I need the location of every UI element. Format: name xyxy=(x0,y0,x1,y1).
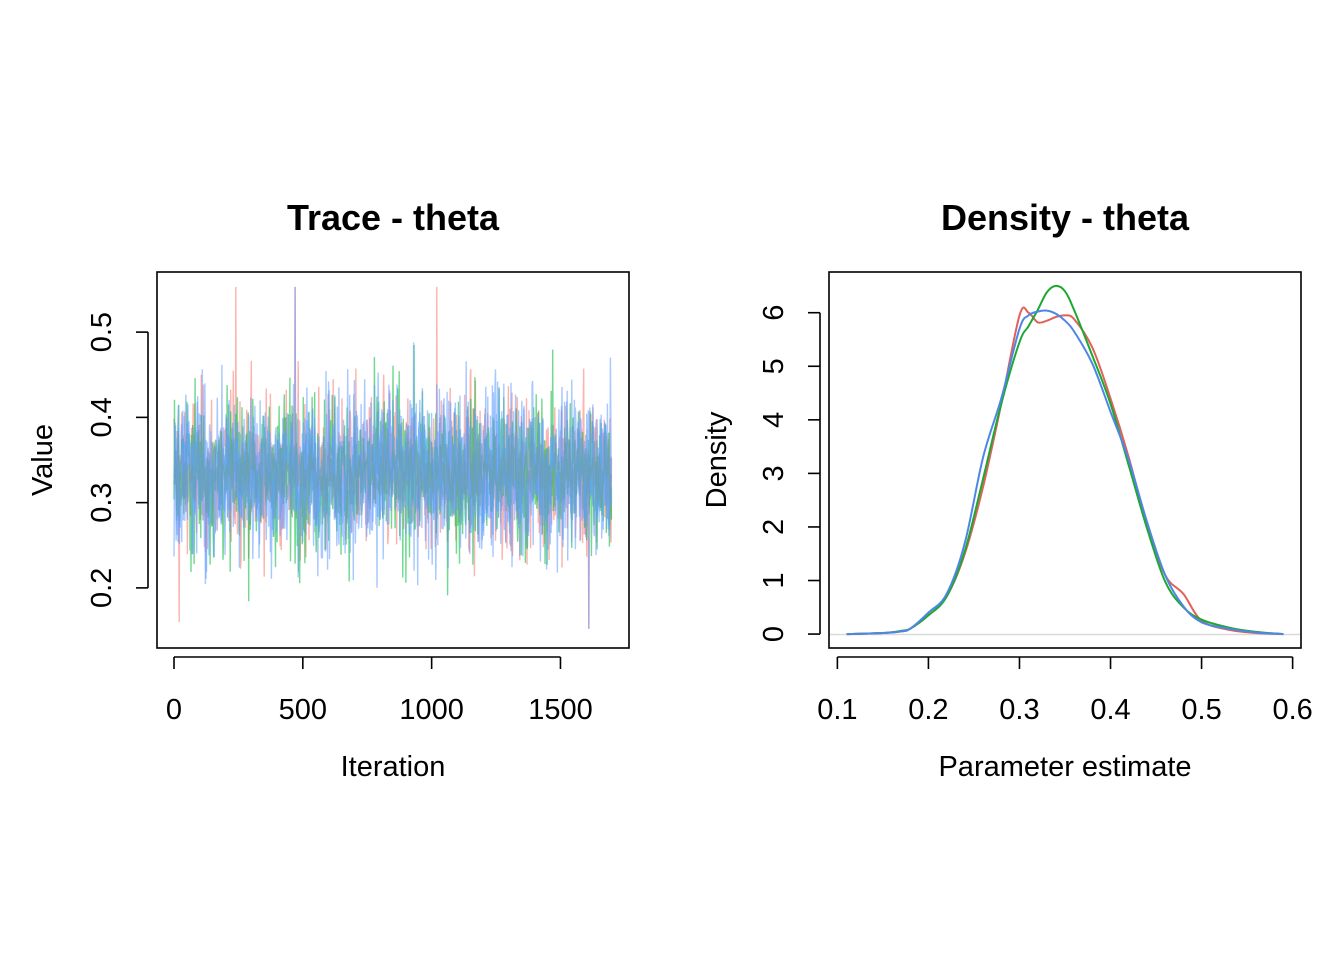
density-y-tick-label: 1 xyxy=(758,572,790,588)
density-x-tick-label: 0.3 xyxy=(999,694,1039,726)
trace-overlap-line xyxy=(173,419,613,524)
density-x-tick-label: 0.2 xyxy=(908,694,948,726)
trace-x-axis: 0 500 1000 1500 xyxy=(166,656,593,726)
trace-x-tick-label: 500 xyxy=(279,694,327,726)
trace-x-tick-label: 1000 xyxy=(399,694,464,726)
density-x-tick-label: 0.1 xyxy=(817,694,857,726)
density-plot-box xyxy=(828,271,1302,649)
trace-y-axis: 0.2 0.3 0.4 0.5 xyxy=(86,312,149,608)
density-y-tick-label: 6 xyxy=(758,305,790,321)
density-x-tick-label: 0.6 xyxy=(1272,694,1312,726)
trace-y-label: Value xyxy=(27,424,59,496)
density-y-axis: 0 1 2 3 4 5 6 xyxy=(758,305,821,642)
density-title: Density - theta xyxy=(941,197,1190,238)
density-y-tick-label: 0 xyxy=(758,626,790,642)
trace-x-tick-label: 0 xyxy=(166,694,182,726)
density-y-label: Density xyxy=(701,411,733,508)
trace-y-tick-label: 0.4 xyxy=(86,397,118,437)
trace-y-tick-label: 0.5 xyxy=(86,312,118,352)
density-x-label: Parameter estimate xyxy=(938,751,1191,783)
density-y-tick-label: 4 xyxy=(758,412,790,428)
density-lines xyxy=(846,284,1284,636)
density-panel: Density - theta 0.1 0.2 0.3 0.4 0.5 0.6 0 1 2 3 4… xyxy=(701,197,1313,783)
density-curve-2 xyxy=(846,284,1284,636)
trace-lines xyxy=(173,286,613,629)
trace-title: Trace - theta xyxy=(287,197,500,238)
trace-y-tick-label: 0.3 xyxy=(86,482,118,522)
density-x-tick-label: 0.5 xyxy=(1181,694,1221,726)
trace-y-tick-label: 0.2 xyxy=(86,568,118,608)
trace-x-label: Iteration xyxy=(341,751,446,783)
trace-x-tick-label: 1500 xyxy=(528,694,593,726)
density-x-axis: 0.1 0.2 0.3 0.4 0.5 0.6 xyxy=(817,656,1313,726)
density-y-tick-label: 5 xyxy=(758,358,790,374)
density-curve-3 xyxy=(846,309,1284,636)
trace-plot-box xyxy=(156,271,630,649)
density-y-tick-label: 3 xyxy=(758,465,790,481)
trace-panel: Trace - theta 0 500 1000 1500 0.20.30.40.5 … xyxy=(27,197,630,783)
density-x-tick-label: 0.4 xyxy=(1090,694,1130,726)
density-y-tick-label: 2 xyxy=(758,519,790,535)
